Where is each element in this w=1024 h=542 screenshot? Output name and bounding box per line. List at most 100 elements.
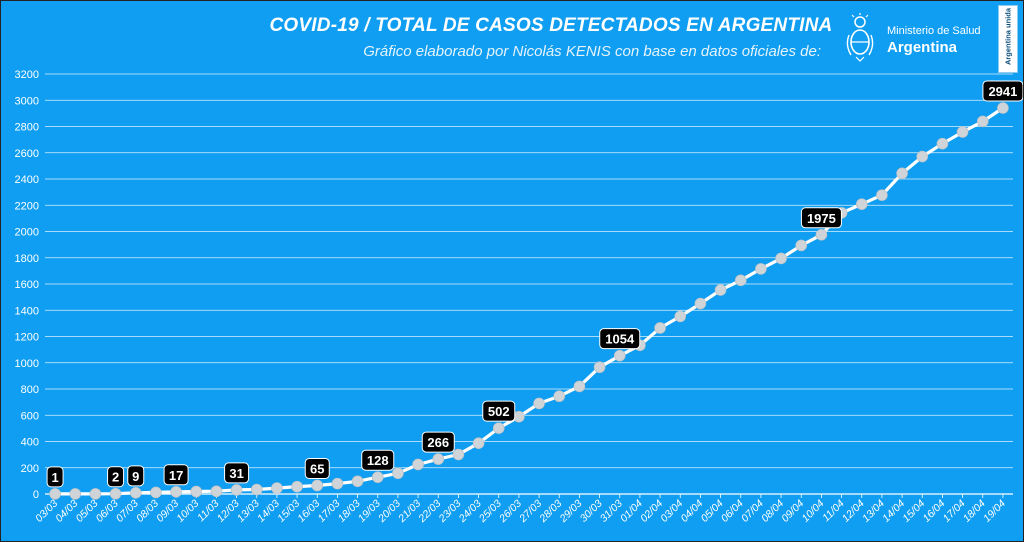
data-point xyxy=(190,485,203,498)
y-tick-label: 3200 xyxy=(15,69,39,81)
x-tick-label: 04/03 xyxy=(53,498,80,525)
x-tick-label: 25/03 xyxy=(476,498,504,526)
x-tick-label: 28/03 xyxy=(537,498,565,526)
data-label-box xyxy=(163,464,189,486)
data-point xyxy=(291,480,303,493)
x-tick-label: 27/03 xyxy=(516,498,544,526)
data-label-box xyxy=(304,457,330,479)
x-tick-label: 23/03 xyxy=(436,498,464,526)
x-tick-label: 15/03 xyxy=(275,498,302,525)
data-point xyxy=(593,361,606,374)
x-tick-label: 31/03 xyxy=(598,498,625,525)
data-point xyxy=(997,102,1009,114)
x-tick-label: 06/03 xyxy=(94,498,121,525)
y-tick-label: 1000 xyxy=(15,358,39,370)
data-point xyxy=(351,475,364,488)
x-tick-label: 08/03 xyxy=(134,498,161,525)
data-point xyxy=(976,115,989,128)
logo-country-text: Argentina xyxy=(887,39,958,56)
x-tick-label: 15/04 xyxy=(900,498,927,525)
data-label: 65 xyxy=(310,461,324,476)
x-tick-label: 03/04 xyxy=(658,498,685,525)
x-tick-label: 05/03 xyxy=(73,498,100,525)
x-tick-label: 10/03 xyxy=(174,498,201,525)
data-point xyxy=(916,150,929,163)
y-tick-label: 800 xyxy=(21,384,39,396)
data-label-box xyxy=(421,431,455,453)
data-point xyxy=(230,484,243,496)
y-tick-label: 1800 xyxy=(15,253,39,265)
data-point xyxy=(129,487,142,499)
data-point xyxy=(271,482,283,494)
x-tick-label: 04/04 xyxy=(678,498,705,525)
y-tick-label: 2400 xyxy=(15,174,39,186)
x-tick-label: 12/04 xyxy=(840,498,867,525)
x-tick-label: 18/04 xyxy=(961,498,988,525)
x-tick-label: 19/04 xyxy=(981,498,1008,525)
data-label: 266 xyxy=(427,435,449,450)
data-label-box xyxy=(482,400,516,422)
x-tick-label: 09/04 xyxy=(779,498,806,525)
data-point xyxy=(109,487,122,500)
data-point xyxy=(795,239,808,252)
x-tick-label: 07/04 xyxy=(739,498,766,525)
data-label-box xyxy=(800,207,842,229)
series-line xyxy=(55,106,1004,496)
x-tick-label: 24/03 xyxy=(456,498,484,526)
data-point xyxy=(472,437,485,450)
x-tick-label: 09/03 xyxy=(154,498,181,525)
data-label: 128 xyxy=(367,453,389,468)
data-label: 1975 xyxy=(807,211,836,226)
data-point xyxy=(311,479,324,492)
y-tick-label: 0 xyxy=(33,489,39,501)
data-point xyxy=(775,252,787,265)
data-point xyxy=(69,488,82,500)
data-point xyxy=(815,228,828,241)
badge-text: Argentina unida xyxy=(1003,7,1013,66)
x-tick-label: 16/04 xyxy=(920,498,947,525)
x-tick-label: 08/04 xyxy=(759,498,786,525)
data-point xyxy=(49,488,61,500)
x-tick-label: 19/03 xyxy=(356,498,383,525)
data-label-box xyxy=(361,449,395,471)
data-point xyxy=(331,477,344,490)
y-tick-label: 600 xyxy=(21,410,39,422)
y-tick-label: 2600 xyxy=(15,148,39,160)
x-tick-label: 10/04 xyxy=(799,498,826,525)
x-tick-label: 13/04 xyxy=(860,498,887,525)
data-point xyxy=(492,422,505,434)
data-point xyxy=(936,137,949,150)
data-point xyxy=(755,263,767,275)
data-point xyxy=(533,397,545,410)
x-tick-label: 07/03 xyxy=(114,498,141,525)
y-tick-label: 2000 xyxy=(15,227,39,239)
data-point xyxy=(734,274,747,287)
x-tick-label: 20/03 xyxy=(375,498,403,526)
x-tick-label: 12/03 xyxy=(215,498,242,525)
data-label-box xyxy=(127,465,145,487)
data-point xyxy=(432,453,445,465)
y-tick-label: 2200 xyxy=(15,200,39,212)
x-tick-label: 13/03 xyxy=(235,498,262,525)
data-point xyxy=(553,390,566,403)
data-point xyxy=(613,349,626,362)
data-label: 502 xyxy=(488,404,510,419)
x-tick-label: 06/04 xyxy=(719,498,746,525)
y-tick-label: 1200 xyxy=(15,332,39,344)
coat-of-arms-icon xyxy=(846,13,874,62)
x-tick-label: 14/04 xyxy=(880,498,907,525)
data-label: 1 xyxy=(51,470,58,485)
logo-ministry-text: Ministerio de Salud xyxy=(887,25,981,37)
x-tick-label: 21/03 xyxy=(395,498,423,526)
x-tick-label: 17/03 xyxy=(315,498,342,525)
x-tick-label: 29/03 xyxy=(557,498,585,526)
ministry-logo: Ministerio de Salud Argentina xyxy=(841,13,991,65)
data-point xyxy=(714,284,727,296)
data-label: 2 xyxy=(112,470,119,485)
x-tick-label: 16/03 xyxy=(295,498,322,525)
chart-title: COVID-19 / TOTAL DE CASOS DETECTADOS EN … xyxy=(269,15,833,36)
x-tick-label: 17/04 xyxy=(941,498,968,525)
y-tick-label: 200 xyxy=(21,463,39,475)
